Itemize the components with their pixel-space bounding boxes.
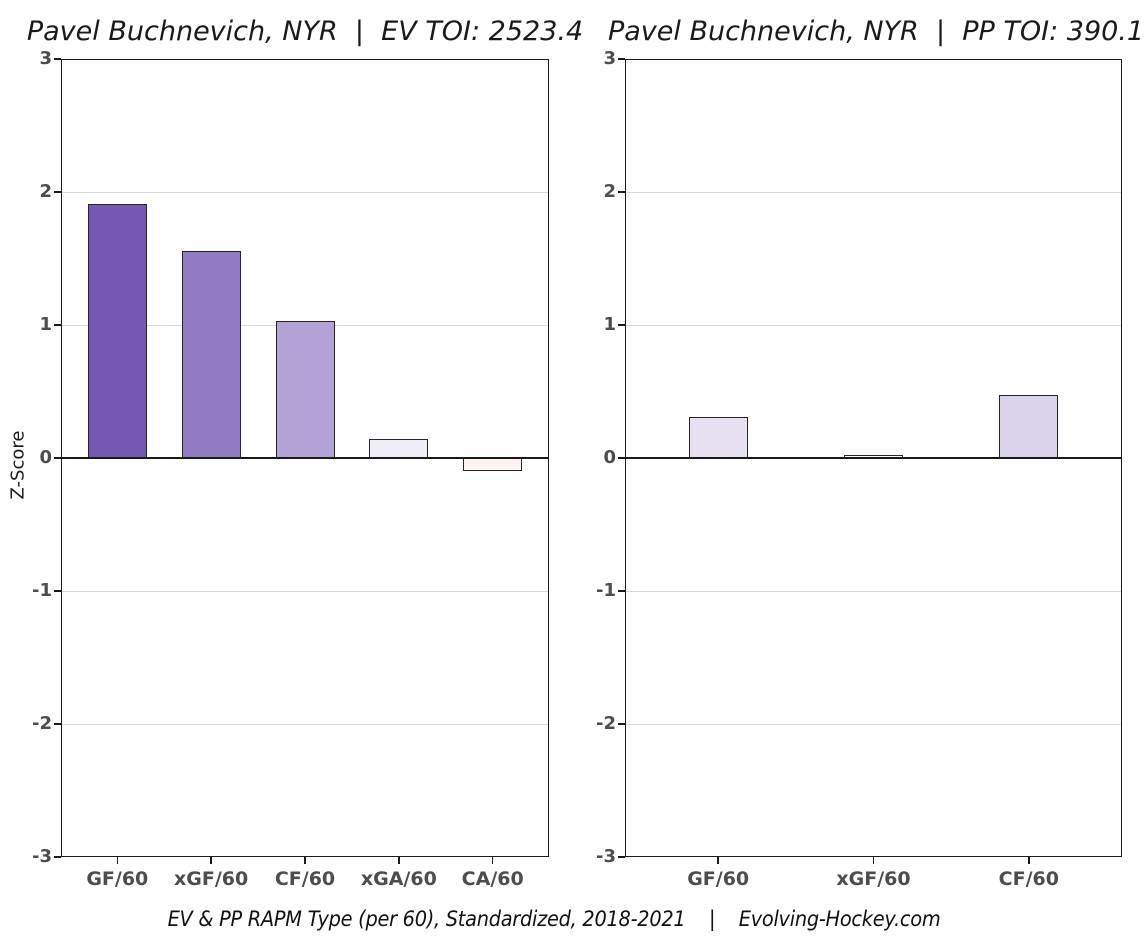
- gridline: [61, 191, 549, 193]
- y-axis-tick: [54, 590, 61, 592]
- bar-xgf-60: [181, 250, 241, 458]
- y-axis-tick-label: 1: [39, 314, 52, 335]
- pp-chart-title: Pavel Buchnevich, NYR | PP TOI: 390.1: [607, 16, 1145, 47]
- x-axis-tick: [491, 857, 494, 864]
- y-axis-tick: [54, 723, 61, 725]
- y-axis-tick-label: -2: [32, 713, 52, 734]
- x-axis-tick: [1028, 857, 1030, 864]
- y-axis-tick: [618, 191, 625, 193]
- bar-cf-60: [275, 321, 335, 458]
- y-axis-tick: [54, 58, 61, 60]
- caption: EV & PP RAPM Type (per 60), Standardized…: [167, 907, 941, 932]
- y-axis-tick-label: -3: [32, 846, 52, 867]
- ev-rapm-chart-panel: 3 2 1 0 -1 -2 -3 GF/60 xGF/60 CF/60 xGA/60 CA/60: [32, 48, 549, 890]
- bar-xga-60: [369, 439, 429, 458]
- y-axis-tick: [54, 191, 61, 193]
- y-axis-tick: [54, 457, 61, 459]
- gridline: [625, 590, 1122, 592]
- y-axis-tick-label: 1: [603, 314, 616, 335]
- ev-chart-title: Pavel Buchnevich, NYR | EV TOI: 2523.4: [26, 16, 584, 47]
- bar-gf-60: [87, 203, 147, 458]
- x-axis-tick-label: GF/60: [687, 868, 750, 890]
- gridline: [625, 324, 1122, 326]
- gridline: [61, 590, 549, 592]
- y-axis-tick: [54, 324, 61, 326]
- x-axis-tick-label: xGF/60: [174, 868, 249, 890]
- gridline: [625, 723, 1122, 725]
- y-axis-tick-label: -3: [596, 846, 616, 867]
- y-axis-tick-label: -1: [32, 580, 52, 601]
- x-axis-tick: [304, 857, 306, 864]
- bar-cf-60: [999, 395, 1059, 458]
- y-axis-tick-label: 3: [603, 48, 616, 69]
- x-axis-tick-label: CA/60: [461, 868, 524, 890]
- y-axis-tick: [618, 856, 625, 858]
- y-axis-tick: [618, 723, 625, 725]
- y-axis-tick-label: -1: [596, 580, 616, 601]
- y-axis-tick-label: 3: [39, 48, 52, 69]
- y-axis-tick-label: 2: [39, 181, 52, 202]
- x-axis-tick-label: CF/60: [998, 868, 1059, 890]
- gridline: [61, 723, 549, 725]
- y-axis-tick: [618, 457, 625, 459]
- y-axis-tick: [54, 856, 61, 858]
- y-axis-tick-label: 2: [603, 181, 616, 202]
- gridline: [625, 191, 1122, 193]
- zero-baseline: [61, 456, 549, 460]
- x-axis-tick: [116, 857, 119, 864]
- x-axis-tick: [872, 857, 875, 864]
- y-axis-tick-label: -2: [596, 713, 616, 734]
- x-axis-tick-label: GF/60: [86, 868, 149, 890]
- x-axis-tick: [210, 857, 212, 864]
- y-axis-tick-label: 0: [39, 447, 52, 468]
- y-axis-tick: [618, 324, 625, 326]
- y-axis-tick: [618, 590, 625, 592]
- x-axis-tick-label: xGF/60: [836, 868, 911, 890]
- x-axis-tick-label: CF/60: [274, 868, 336, 890]
- x-axis-tick-label: xGA/60: [360, 868, 437, 890]
- y-axis-tick: [618, 58, 625, 60]
- bar-gf-60: [688, 416, 748, 458]
- zero-baseline: [625, 456, 1122, 460]
- y-axis-tick-label: 0: [603, 447, 616, 468]
- pp-rapm-chart-panel: 3 2 1 0 -1 -2 -3 GF/60 xGF/60 CF/60: [596, 48, 1122, 890]
- x-axis-tick: [717, 857, 719, 864]
- bar-ca-60: [463, 458, 523, 472]
- x-axis-tick: [398, 857, 400, 864]
